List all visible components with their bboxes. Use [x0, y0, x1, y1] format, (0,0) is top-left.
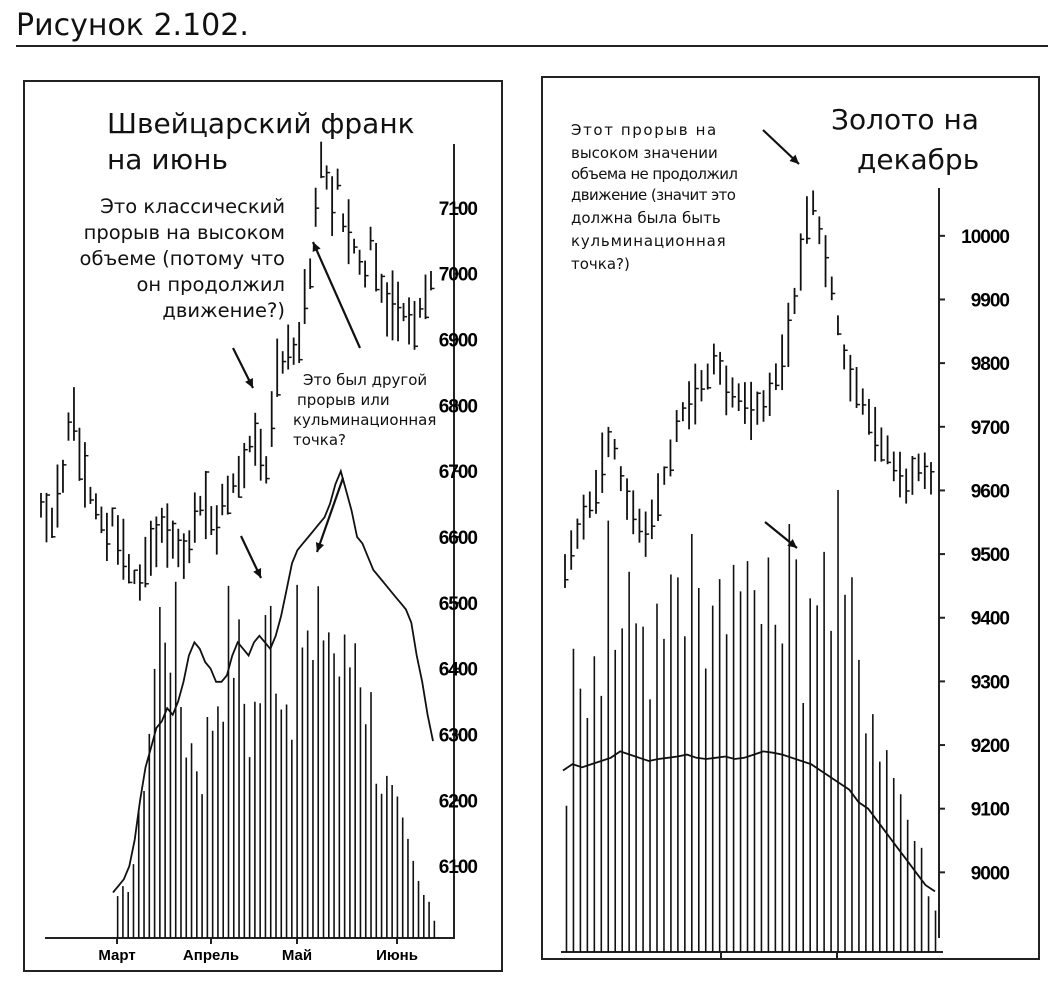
title-rule	[16, 45, 1048, 47]
y-tick-label: 6200	[439, 791, 478, 812]
y-tick-label: 6400	[439, 660, 478, 681]
annotation-a2-line-2: прорыв или	[297, 391, 390, 409]
chart-title-line-2: на июнь	[107, 143, 228, 176]
arrow-gold-volume-head	[787, 538, 797, 548]
arrow-classic-breakout-head	[245, 378, 253, 388]
y-tick-label: 6900	[439, 331, 478, 352]
arrow-gold-breakout-head	[789, 154, 799, 164]
x-tick-label: Май	[282, 947, 312, 964]
y-tick-label: 9300	[971, 672, 1010, 693]
arrow-volume-left-head	[253, 568, 262, 578]
annotation-b1-line-4: движение (значит это	[571, 186, 736, 204]
y-tick-label: 9200	[971, 736, 1010, 757]
annotation-b1-line-6: кульминационная	[571, 232, 727, 250]
annotation-b1-line-5: должна была быть	[571, 209, 721, 227]
y-tick-label: 9900	[971, 290, 1010, 311]
annotation-a1-line-4: он продолжил	[136, 273, 285, 296]
annotation-b1-line-3: объема не продолжил	[571, 165, 738, 183]
y-tick-label: 7000	[439, 265, 478, 286]
annotation-a1-line-5: движение?)	[162, 299, 285, 322]
open-interest-line	[112, 468, 434, 894]
annotation-a1-line-3: объеме (потому что	[79, 247, 285, 270]
y-tick-label: 6100	[439, 857, 478, 878]
y-tick-label: 10000	[961, 227, 1009, 248]
y-tick-label: 6600	[439, 528, 478, 549]
chart-title-line-1: Золото на	[831, 103, 979, 136]
y-tick-label: 9600	[971, 481, 1010, 502]
chart-title-line-2: декабрь	[857, 143, 980, 176]
arrow-volume-right-head	[315, 542, 325, 552]
annotation-a1-line-1: Это классический	[100, 195, 285, 218]
arrow-other-breakout	[311, 241, 362, 349]
chart-svg-swiss-franc: 6100 6200 6300 6400 6500 6600 6700 6800 6900 7000…	[40, 141, 478, 964]
y-tick-label: 6700	[439, 462, 478, 483]
x-tick-label: Март	[98, 947, 135, 964]
chart-title-line-1: Швейцарский франк	[107, 107, 415, 140]
annotation-a2-line-4: точка?	[293, 431, 346, 449]
y-tick-label: 9700	[971, 418, 1010, 439]
figure-title: Рисунок 2.102.	[16, 8, 249, 43]
open-interest-line	[562, 750, 936, 893]
chart-svg-gold: 9000 9100 9200 9300 9400 9500 9600 9700 9800 9900…	[561, 129, 1010, 958]
arrow-other-breakout-head	[312, 242, 321, 252]
annotation-a2-line-1: Это был другой	[303, 371, 428, 389]
chart-panel-gold: 9000 9100 9200 9300 9400 9500 9600 9700 9800 9900…	[541, 76, 1040, 960]
y-tick-label: 9000	[971, 863, 1010, 884]
y-tick-label: 9400	[971, 609, 1010, 630]
y-tick-label: 9500	[971, 545, 1010, 566]
y-tick-label: 9800	[971, 354, 1010, 375]
chart-panel-swiss-franc: 6100 6200 6300 6400 6500 6600 6700 6800 6900 7000…	[23, 80, 503, 972]
y-tick-label: 6500	[439, 594, 478, 615]
annotation-a2-line-3: кульминационная	[293, 411, 437, 429]
y-tick-label: 6300	[439, 726, 478, 747]
annotation-a1-line-2: прорыв на высоком	[83, 221, 285, 244]
x-tick-label: Июнь	[376, 947, 418, 964]
y-tick-label: 7100	[439, 199, 478, 220]
y-tick-label: 9100	[971, 800, 1010, 821]
arrow-volume-right	[315, 477, 345, 553]
y-tick-label: 6800	[439, 396, 478, 417]
annotation-b1-line-2: высоком значении	[571, 144, 718, 162]
annotation-b1-line-1: Этот прорыв на	[571, 121, 718, 139]
x-tick-label: Апрель	[183, 947, 239, 964]
annotation-b1-line-7: точка?)	[571, 255, 630, 273]
